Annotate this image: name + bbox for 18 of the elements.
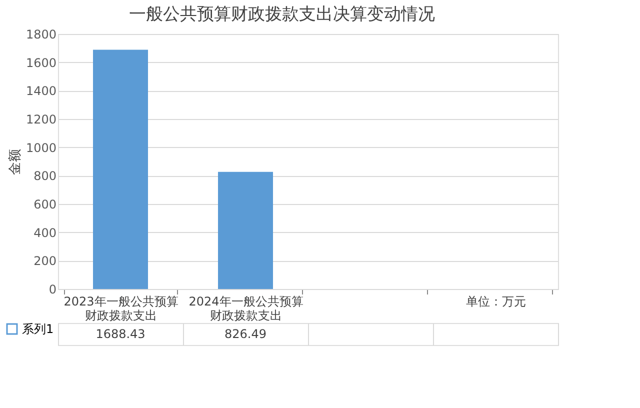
y-tick-label: 1200 <box>26 112 56 126</box>
y-tick-label: 800 <box>34 169 56 184</box>
y-axis-title: 金额 <box>8 149 23 175</box>
x-tick-label: 单位：万元 <box>466 294 526 308</box>
y-tick-label: 1800 <box>26 28 56 42</box>
data-label: 826.49 <box>224 327 266 341</box>
x-tick-label: 2023年一般公共预算财政拨款支出 <box>64 294 178 322</box>
y-tick-label: 1400 <box>26 84 56 98</box>
data-label: 1688.43 <box>96 327 146 341</box>
y-tick-label: 0 <box>48 282 56 296</box>
y-tick-label: 600 <box>34 198 56 212</box>
y-tick-label: 200 <box>34 254 56 268</box>
y-tick-label: 1600 <box>26 56 56 70</box>
legend-label: 系列1 <box>22 322 54 336</box>
y-tick-label: 400 <box>34 226 56 240</box>
x-tick-label: 2024年一般公共预算财政拨款支出 <box>188 294 304 322</box>
chart-title: 一般公共预算财政拨款支出决算变动情况 <box>129 4 435 24</box>
y-tick-label: 1000 <box>26 140 56 155</box>
